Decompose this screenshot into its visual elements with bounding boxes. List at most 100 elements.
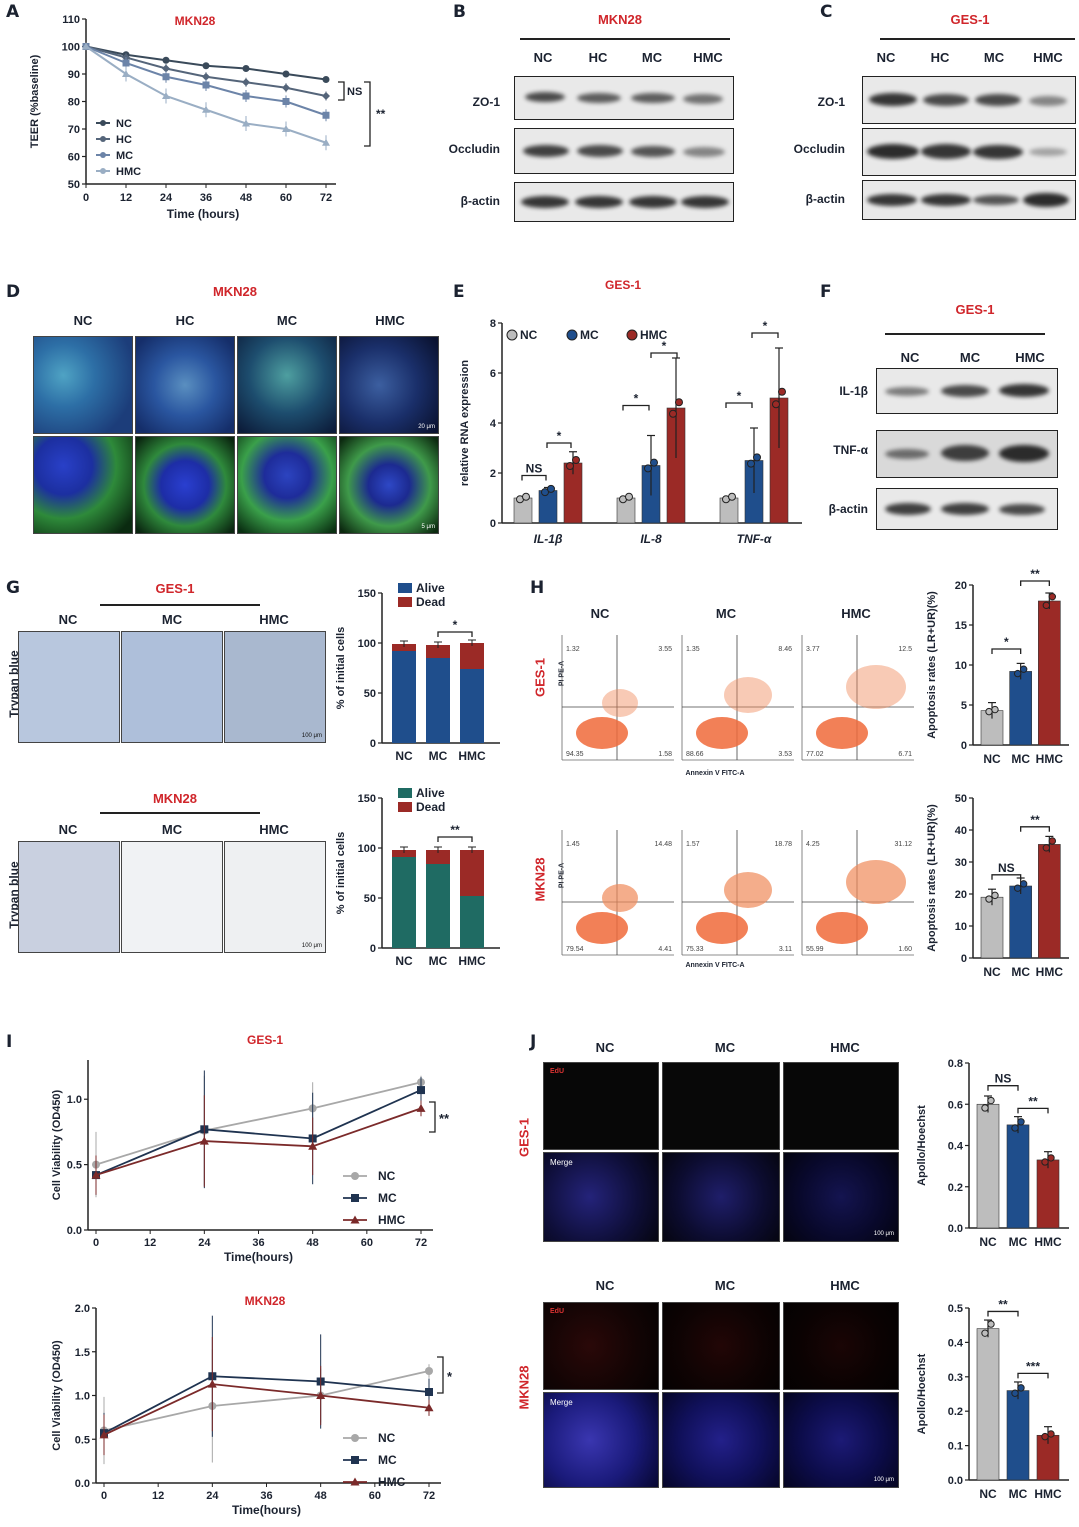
blot-c-label-zo1: ZO-1: [817, 95, 845, 109]
legend-label: MC: [378, 1191, 397, 1205]
blot-b-title: MKN28: [597, 12, 643, 27]
data-point: [625, 492, 633, 501]
y-tick-label: 40: [955, 825, 967, 837]
if-d-mc-low: [237, 336, 337, 434]
blot-c-label-occludin: Occludin: [793, 142, 845, 156]
trypan-g2-underline: [100, 812, 260, 814]
trypan-g1-title: GES-1: [155, 581, 195, 596]
series-line-nc: [95, 1081, 422, 1166]
scale-bar-20um: 20 μm: [418, 424, 435, 430]
bar-alive: [426, 658, 450, 743]
significance-bracket: [1020, 580, 1050, 586]
trypan-g2-hmc-image: 100 μm: [224, 841, 326, 953]
panel-label-j: J: [530, 1032, 537, 1052]
y-tick-label: 10: [955, 660, 967, 672]
scale-bar-5um: 5 μm: [421, 524, 435, 530]
data-point: [1013, 669, 1022, 678]
significance-bracket: [364, 81, 371, 147]
y-tick-label: 110: [62, 14, 80, 26]
legend-label: Dead: [416, 595, 445, 609]
significance-label: *: [763, 319, 768, 333]
blot-c-lane-hc: HC: [930, 50, 950, 65]
significance-bracket: [622, 404, 650, 411]
if-d-hmc-low: 20 μm: [339, 336, 439, 434]
data-point: [202, 105, 210, 113]
trypan-g1-stacked-bar: 0 50 100 150 % of initial cells NC MC HMC AliveD…: [335, 581, 500, 763]
bar-dead: [392, 850, 416, 857]
significance-bracket: [1017, 1107, 1049, 1114]
bar-alive: [392, 651, 416, 743]
significance-label: NS: [998, 861, 1015, 875]
trypan-g1-underline: [100, 604, 260, 606]
flow-mkn28-annexin-axis: Annexin V FITC-A: [685, 962, 745, 969]
significance-label: *: [557, 429, 562, 443]
y-tick-label: 50: [364, 893, 376, 905]
edu-j1-nc-merge: Merge: [543, 1152, 659, 1242]
legend-label: NC: [378, 1169, 396, 1183]
x-tick-label: 0: [83, 192, 89, 204]
blot-c-title: GES-1: [950, 12, 990, 27]
x-category-label: MC: [1011, 965, 1030, 979]
legend-label: Dead: [416, 800, 445, 814]
data-point: [416, 1103, 426, 1112]
data-point: [282, 70, 290, 78]
y-tick-label: 0.5: [948, 1303, 963, 1315]
blot-b-lane-hc: HC: [588, 50, 608, 65]
x-category-label: HMC: [458, 954, 486, 968]
legend-label: HMC: [378, 1475, 406, 1489]
y-axis-label: Cell Viability (OD450): [51, 1089, 63, 1200]
data-point: [991, 705, 999, 714]
y-tick-label: 150: [358, 793, 376, 805]
y-tick-label: 0.4: [948, 1337, 964, 1349]
x-category-label: IL-8: [640, 532, 662, 546]
x-category-label: HMC: [1034, 1235, 1062, 1249]
data-point: [162, 64, 170, 73]
edu-j1-merge-label: Merge: [550, 1158, 573, 1167]
trypan-g1-mc-image: [121, 631, 223, 743]
legend-marker: [351, 1194, 359, 1202]
trypan-g2-stacked-bar: 0 50 100 150 % of initial cells NC MC HMC AliveD…: [335, 786, 500, 968]
x-tick-label: 72: [415, 1237, 427, 1249]
x-axis-label: Time(hours): [232, 1503, 301, 1517]
trypan-g1-nc-image: [18, 631, 120, 743]
legend-label: HMC: [378, 1213, 406, 1227]
data-point: [162, 73, 170, 81]
flow-quadrant-ul: 1.35: [686, 646, 700, 653]
legend-marker: [100, 168, 106, 174]
data-point: [316, 1391, 326, 1399]
edu-j2-nc: NC: [595, 1278, 615, 1293]
blot-f-lane-mc: MC: [959, 350, 981, 365]
apoptosis-ges1-bar: 0 5 10 15 20 Apoptosis rates (LR+UR)(%) NC MC HM…: [926, 567, 1069, 766]
y-axis-label: Apoptosis rates (LR+UR)(%): [926, 591, 938, 739]
flow-quadrant-ul: 1.57: [686, 841, 700, 848]
if-d-col-nc: NC: [73, 313, 93, 328]
y-tick-label: 0.5: [75, 1434, 90, 1446]
legend-swatch: [398, 788, 412, 798]
y-axis-label: Apollo/Hoechst: [916, 1105, 928, 1186]
significance-bracket: [987, 1310, 1019, 1317]
edu-j2-hmc-edu: [783, 1302, 899, 1390]
y-tick-label: 4: [490, 418, 497, 430]
edu-j2-merge-label: Merge: [550, 1398, 573, 1407]
data-point: [981, 1104, 989, 1112]
flow-quadrant-ul: 1.45: [566, 841, 580, 848]
flow-quadrant-ur: 31.12: [894, 841, 912, 848]
x-category-label: HMC: [1036, 965, 1064, 979]
flow-cell-cluster: [602, 689, 638, 717]
x-tick-label: 48: [315, 1490, 327, 1502]
x-category-label: NC: [979, 1235, 997, 1249]
scale-bar-100um-3: 100 μm: [873, 1231, 894, 1237]
y-axis-label: % of initial cells: [335, 832, 347, 915]
y-tick-label: 0.0: [67, 1225, 82, 1237]
edu-j2-edu-label: EdU: [550, 1308, 564, 1315]
edu-j1-hmc-edu: [783, 1062, 899, 1150]
data-point: [1047, 1430, 1055, 1438]
edu-j1-mc-merge: [662, 1152, 780, 1242]
series-line-mc: [95, 1089, 422, 1176]
flow-cell-cluster: [816, 912, 868, 944]
y-tick-label: 30: [955, 857, 967, 869]
panel-label-i: I: [6, 1032, 13, 1052]
flow-quadrant-lr: 1.60: [898, 946, 912, 953]
data-point: [99, 1430, 109, 1439]
x-category-label: NC: [395, 954, 413, 968]
